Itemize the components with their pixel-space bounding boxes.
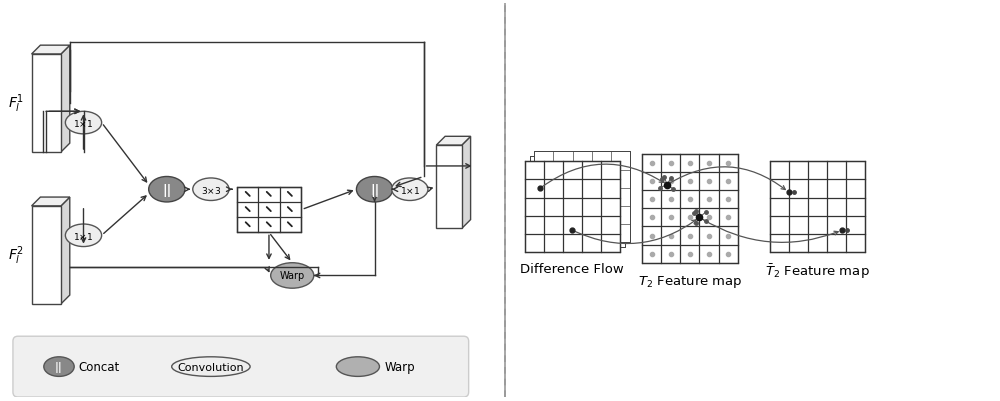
Text: ||: || <box>55 361 63 372</box>
Bar <box>642 154 738 263</box>
Polygon shape <box>436 137 471 146</box>
Text: $F_l^2$: $F_l^2$ <box>8 244 24 267</box>
Text: $\bar{T}_2$ Feature map: $\bar{T}_2$ Feature map <box>765 262 870 281</box>
Text: Convolution: Convolution <box>178 362 244 372</box>
Text: ||: || <box>162 183 171 196</box>
Text: $T_2$ Feature map: $T_2$ Feature map <box>638 273 742 289</box>
Bar <box>524 162 620 252</box>
Ellipse shape <box>149 177 185 203</box>
FancyBboxPatch shape <box>13 336 469 397</box>
Ellipse shape <box>271 263 314 288</box>
Polygon shape <box>32 46 70 55</box>
Ellipse shape <box>65 112 102 134</box>
Text: $1{\times}1$: $1{\times}1$ <box>400 184 420 195</box>
Text: $1{\times}1$: $1{\times}1$ <box>73 118 94 129</box>
Ellipse shape <box>336 357 379 377</box>
Bar <box>770 162 865 252</box>
Text: $F_l^1$: $F_l^1$ <box>8 93 24 115</box>
Polygon shape <box>32 198 70 207</box>
Ellipse shape <box>356 177 393 203</box>
Ellipse shape <box>65 225 102 247</box>
Text: $3{\times}3$: $3{\times}3$ <box>201 184 221 195</box>
Bar <box>32 207 61 304</box>
Polygon shape <box>61 198 70 304</box>
Polygon shape <box>462 137 471 229</box>
Bar <box>530 156 625 247</box>
Text: Warp: Warp <box>384 360 415 373</box>
Text: $1{\times}1$: $1{\times}1$ <box>73 230 94 241</box>
Text: Warp: Warp <box>280 271 305 281</box>
Bar <box>436 146 462 229</box>
Ellipse shape <box>172 357 250 377</box>
Text: Difference Flow: Difference Flow <box>520 262 624 275</box>
Ellipse shape <box>392 178 428 201</box>
Bar <box>534 152 630 243</box>
Bar <box>237 187 301 233</box>
Ellipse shape <box>193 178 229 201</box>
Ellipse shape <box>44 357 74 377</box>
Bar <box>32 55 61 153</box>
Polygon shape <box>61 46 70 153</box>
Text: Concat: Concat <box>79 360 120 373</box>
Text: ||: || <box>370 183 379 196</box>
